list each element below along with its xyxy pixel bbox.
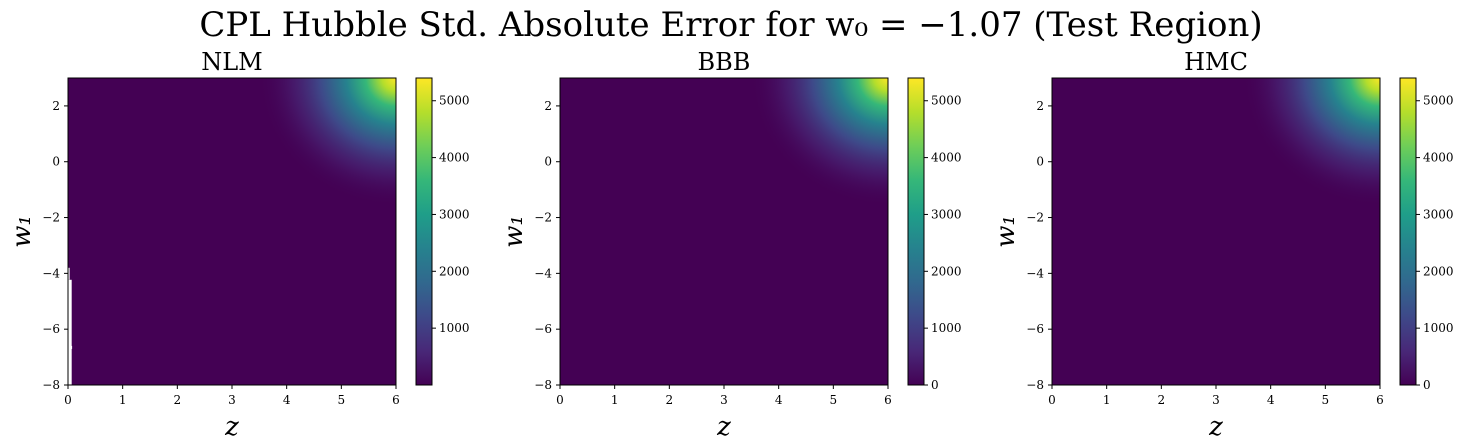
panel-title: BBB: [698, 48, 751, 76]
x-tick-label: 0: [64, 393, 72, 407]
colorbar-tick-label: 3000: [439, 207, 470, 221]
y-tick-label: 0: [52, 155, 60, 169]
colorbar-tick-label: 0: [931, 378, 939, 392]
figure-title: CPL Hubble Std. Absolute Error for w₀ = …: [199, 5, 1262, 45]
x-tick-label: 5: [338, 393, 346, 407]
panel-hmc: HMC 0 1 2 3 4 5 6 −8 −6 −4 −2 0 2 z w₁ 0 1000 2000 3000 4000…: [991, 48, 1454, 442]
y-tick-label: −6: [42, 322, 60, 336]
missing-data-region: [68, 345, 73, 349]
x-tick-label: 1: [611, 393, 619, 407]
x-tick-label: 3: [1212, 393, 1220, 407]
y-axis-label: w₁: [991, 215, 1021, 248]
y-tick-label: 0: [544, 155, 552, 169]
x-tick-label: 4: [283, 393, 291, 407]
colorbar-tick-label: 1000: [439, 321, 470, 335]
x-tick-label: 6: [884, 393, 892, 407]
colorbar-tick-label: 1000: [931, 321, 962, 335]
panel-title: HMC: [1184, 48, 1248, 76]
x-tick-label: 4: [775, 393, 783, 407]
colorbar-gradient: [1399, 77, 1417, 386]
y-tick-label: 0: [1036, 155, 1044, 169]
x-tick-label: 2: [1158, 393, 1166, 407]
colorbar-tick-label: 4000: [439, 151, 470, 165]
colorbar-tick-label: 4000: [1423, 151, 1454, 165]
x-axis-label: z: [224, 412, 239, 442]
y-tick-label: −8: [534, 378, 552, 392]
colorbar: 1000 2000 3000 4000 5000: [415, 77, 470, 386]
heatmap-peak-region: [68, 78, 396, 385]
heatmap-peak-region: [560, 78, 888, 385]
colorbar-tick-label: 0: [1423, 378, 1431, 392]
x-tick-label: 5: [830, 393, 838, 407]
colorbar-tick-label: 3000: [931, 207, 962, 221]
x-axis-label: z: [1208, 412, 1223, 442]
x-tick-label: 5: [1322, 393, 1330, 407]
colorbar-tick-label: 5000: [1423, 94, 1454, 108]
colorbar: 0 1000 2000 3000 4000 5000: [907, 77, 962, 392]
x-tick-label: 1: [119, 393, 127, 407]
x-tick-label: 2: [666, 393, 674, 407]
panel-title: NLM: [201, 48, 263, 76]
x-tick-label: 3: [228, 393, 236, 407]
colorbar-gradient: [907, 77, 925, 386]
y-tick-label: −4: [534, 266, 552, 280]
x-tick-label: 0: [1048, 393, 1056, 407]
panel-nlm: NLM 0 1 2 3 4 5 6 −8 −6 −4 −2 0 2 z w₁ 1000 2000 3000 4000 5…: [7, 48, 470, 442]
colorbar-tick-label: 2000: [439, 264, 470, 278]
panel-bbb: BBB 0 1 2 3 4 5 6 −8 −6 −4 −2 0 2 z w₁ 0 1000 2000 3000 4000…: [499, 48, 962, 442]
y-tick-label: 2: [1036, 99, 1044, 113]
colorbar-tick-label: 3000: [1423, 207, 1454, 221]
colorbar-tick-label: 2000: [931, 264, 962, 278]
y-tick-label: −2: [1026, 211, 1044, 225]
y-axis-label: w₁: [7, 215, 37, 248]
y-tick-label: −4: [1026, 266, 1044, 280]
y-tick-label: −2: [534, 211, 552, 225]
x-tick-label: 3: [720, 393, 728, 407]
missing-data-region: [68, 267, 70, 280]
x-tick-label: 6: [392, 393, 400, 407]
y-tick-label: 2: [544, 99, 552, 113]
x-tick-label: 2: [174, 393, 182, 407]
missing-data-region: [68, 279, 72, 385]
colorbar-tick-label: 2000: [1423, 264, 1454, 278]
colorbar: 0 1000 2000 3000 4000 5000: [1399, 77, 1454, 392]
heatmap-peak-region: [1052, 78, 1380, 385]
x-axis-label: z: [716, 412, 731, 442]
x-tick-label: 1: [1103, 393, 1111, 407]
x-tick-label: 4: [1267, 393, 1275, 407]
x-tick-label: 0: [556, 393, 564, 407]
y-tick-label: 2: [52, 99, 60, 113]
y-tick-label: −6: [534, 322, 552, 336]
y-tick-label: −4: [42, 266, 60, 280]
colorbar-tick-label: 4000: [931, 151, 962, 165]
y-tick-label: −2: [42, 211, 60, 225]
y-axis-label: w₁: [499, 215, 529, 248]
colorbar-gradient: [415, 77, 433, 386]
y-tick-label: −6: [1026, 322, 1044, 336]
colorbar-tick-label: 5000: [439, 94, 470, 108]
colorbar-tick-label: 1000: [1423, 321, 1454, 335]
y-tick-label: −8: [42, 378, 60, 392]
y-tick-label: −8: [1026, 378, 1044, 392]
colorbar-tick-label: 5000: [931, 94, 962, 108]
x-tick-label: 6: [1376, 393, 1384, 407]
